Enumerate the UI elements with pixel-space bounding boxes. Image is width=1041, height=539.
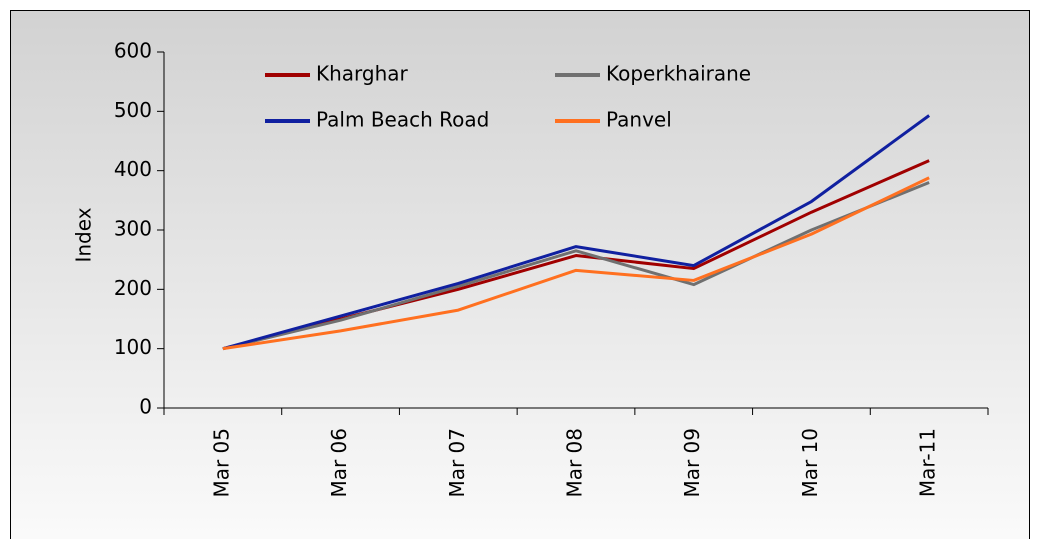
y-tick-label: 100 (114, 335, 152, 359)
legend-label: Panvel (606, 108, 672, 132)
y-tick-label: 200 (114, 276, 152, 300)
x-tick-label: Mar-11 (916, 428, 940, 497)
y-tick-label: 300 (114, 217, 152, 241)
series-line (222, 114, 931, 351)
y-tick-label: 600 (114, 39, 152, 63)
chart-frame (10, 10, 1030, 539)
y-tick-label: 400 (114, 157, 152, 181)
series-line (222, 181, 930, 351)
legend-label: Palm Beach Road (316, 108, 489, 132)
legend-label: Koperkhairane (606, 62, 751, 86)
x-tick-label: Mar 08 (563, 428, 587, 498)
legend-label: Kharghar (316, 62, 409, 86)
y-axis-label: Index (72, 207, 96, 262)
x-tick-label: Mar 10 (798, 428, 822, 498)
x-tick-label: Mar 09 (680, 428, 704, 498)
series-line (222, 176, 930, 351)
y-tick-label: 0 (139, 395, 152, 419)
x-tick-label: Mar 07 (445, 428, 469, 498)
x-tick-label: Mar 05 (209, 428, 233, 498)
x-tick-label: Mar 06 (327, 428, 351, 498)
y-tick-label: 500 (114, 98, 152, 122)
